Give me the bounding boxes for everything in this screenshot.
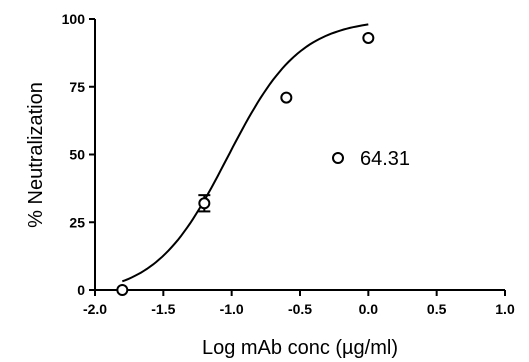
x-tick-label: 1.0	[495, 301, 515, 317]
x-tick-label: 0.0	[359, 301, 379, 317]
x-tick-label: -1.0	[220, 301, 244, 317]
data-point	[362, 31, 375, 44]
x-axis-ticks: -2.0 -1.5 -1.0 -0.5 0.0 0.5 1.0	[83, 290, 515, 317]
legend-marker	[332, 152, 344, 164]
y-tick-label: 75	[69, 79, 85, 95]
y-axis-title: % Neutralization	[25, 82, 47, 228]
legend: 64.31	[332, 148, 410, 170]
legend-label: 64.31	[360, 148, 410, 170]
data-point	[280, 91, 293, 104]
y-axis-ticks: 0 25 50 75 100	[62, 11, 95, 298]
y-tick-label: 100	[62, 11, 86, 27]
x-tick-label: -2.0	[83, 301, 107, 317]
axes	[94, 19, 505, 291]
x-tick-label: -0.5	[288, 301, 312, 317]
y-tick-label: 50	[69, 147, 85, 163]
x-axis-title: Log mAb conc (µg/ml)	[202, 337, 398, 359]
x-tick-label: -1.5	[151, 301, 175, 317]
data-point	[116, 284, 129, 296]
fit-curve	[121, 23, 369, 283]
y-tick-label: 0	[77, 282, 85, 298]
x-tick-label: 0.5	[427, 301, 447, 317]
y-tick-label: 25	[69, 214, 85, 230]
data-points	[116, 31, 375, 296]
data-point	[198, 197, 211, 210]
